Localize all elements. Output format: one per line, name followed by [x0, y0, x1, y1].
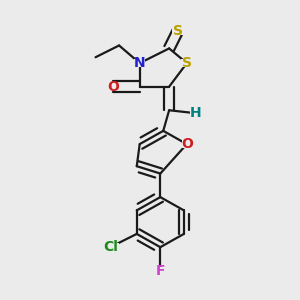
Text: S: S: [182, 56, 192, 70]
Text: F: F: [156, 264, 165, 278]
Text: N: N: [134, 56, 146, 70]
FancyBboxPatch shape: [181, 59, 193, 67]
Text: O: O: [181, 137, 193, 151]
FancyBboxPatch shape: [101, 243, 119, 251]
Text: S: S: [173, 24, 183, 38]
FancyBboxPatch shape: [155, 267, 166, 274]
FancyBboxPatch shape: [108, 83, 119, 91]
Text: Cl: Cl: [103, 240, 118, 254]
FancyBboxPatch shape: [134, 59, 145, 67]
FancyBboxPatch shape: [172, 27, 184, 34]
FancyBboxPatch shape: [190, 110, 201, 117]
Text: H: H: [190, 106, 202, 120]
FancyBboxPatch shape: [182, 140, 192, 148]
Text: O: O: [107, 80, 119, 94]
